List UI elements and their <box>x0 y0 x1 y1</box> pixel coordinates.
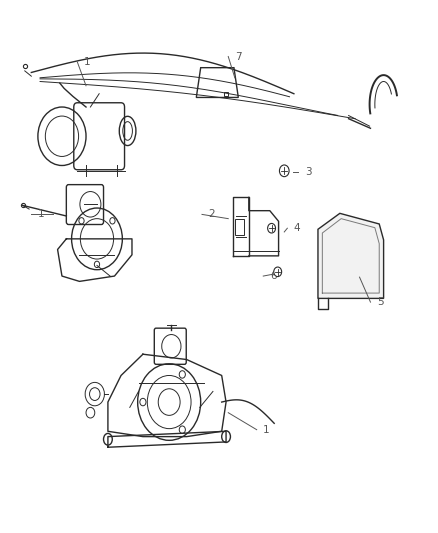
Circle shape <box>279 165 288 176</box>
Text: 1: 1 <box>38 209 44 220</box>
Circle shape <box>273 267 281 277</box>
Text: 1: 1 <box>263 425 269 435</box>
Text: 6: 6 <box>269 271 276 281</box>
Text: 1: 1 <box>84 57 90 67</box>
Polygon shape <box>317 213 383 298</box>
Text: 5: 5 <box>376 297 383 307</box>
Text: 4: 4 <box>293 223 300 233</box>
Bar <box>234 219 244 235</box>
Text: 3: 3 <box>304 167 311 177</box>
Text: 2: 2 <box>208 209 215 220</box>
Text: 7: 7 <box>234 52 241 61</box>
Circle shape <box>267 223 275 233</box>
